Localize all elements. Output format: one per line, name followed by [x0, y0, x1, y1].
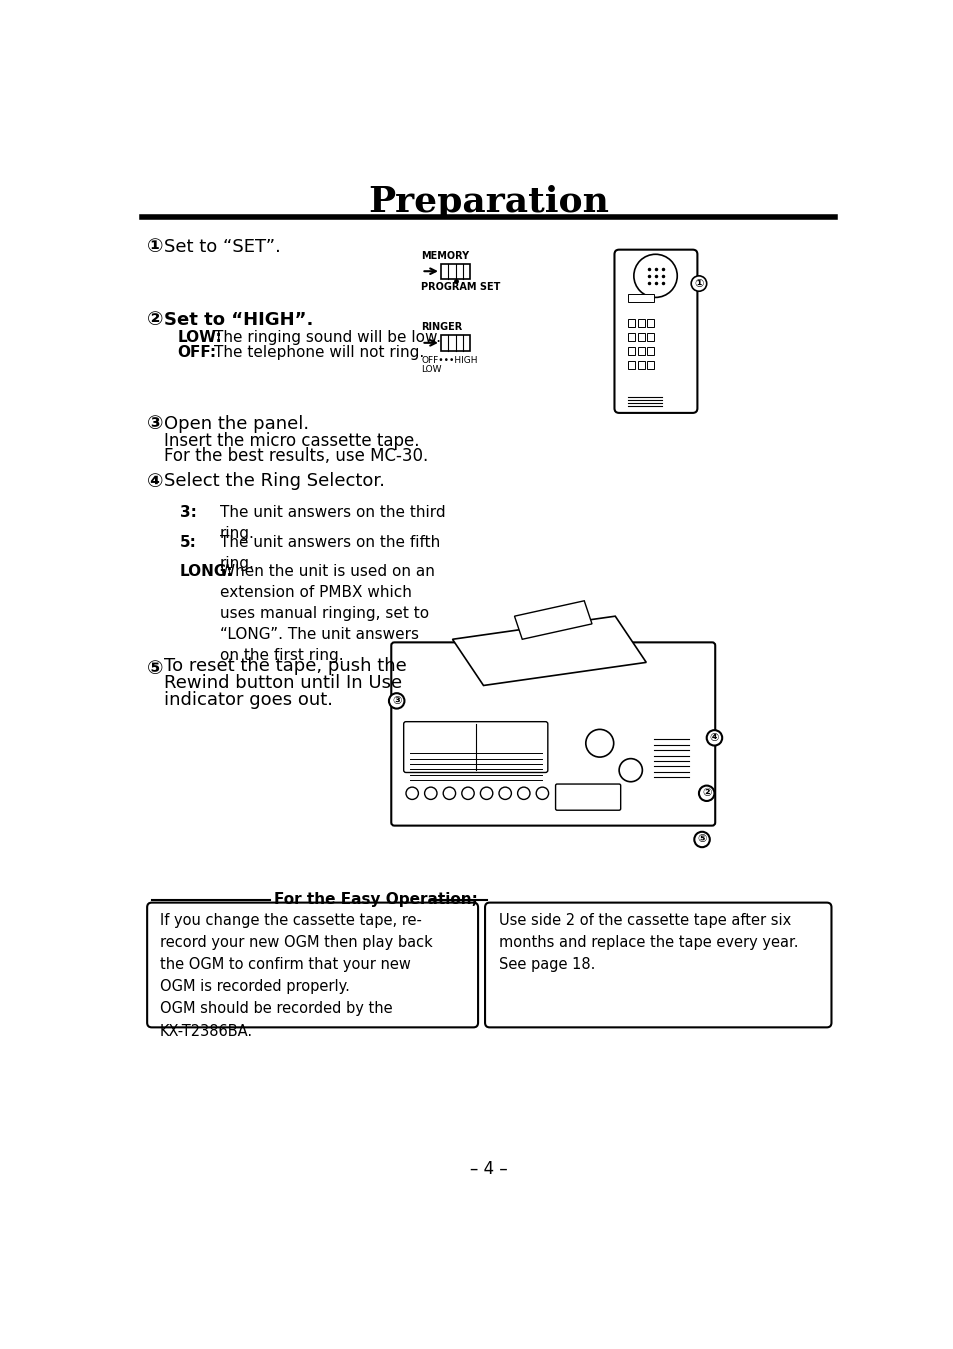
- Text: Preparation: Preparation: [368, 185, 609, 219]
- Text: Select the Ring Selector.: Select the Ring Selector.: [164, 472, 385, 491]
- Text: The unit answers on the third
ring.: The unit answers on the third ring.: [220, 505, 445, 541]
- FancyBboxPatch shape: [403, 722, 547, 773]
- Text: Open the panel.: Open the panel.: [164, 414, 309, 433]
- Circle shape: [498, 786, 511, 800]
- Text: Rewind button until In Use: Rewind button until In Use: [164, 674, 402, 692]
- Text: ②: ②: [147, 310, 164, 329]
- Bar: [637, 347, 644, 355]
- Bar: [646, 360, 654, 370]
- Circle shape: [633, 254, 677, 297]
- Circle shape: [699, 785, 714, 801]
- Bar: [646, 347, 654, 355]
- Circle shape: [406, 786, 418, 800]
- Text: For the best results, use MC-30.: For the best results, use MC-30.: [164, 447, 428, 465]
- Text: Use side 2 of the cassette tape after six
months and replace the tape every year: Use side 2 of the cassette tape after si…: [498, 913, 798, 973]
- Bar: [646, 333, 654, 341]
- Text: RINGER: RINGER: [421, 322, 462, 332]
- Circle shape: [443, 786, 456, 800]
- Text: ③: ③: [147, 414, 164, 433]
- Text: LOW: LOW: [421, 366, 441, 374]
- Text: ⑤: ⑤: [697, 835, 706, 844]
- Text: MEMORY: MEMORY: [421, 251, 469, 260]
- Text: If you change the cassette tape, re-
record your new OGM then play back
the OGM : If you change the cassette tape, re- rec…: [159, 913, 432, 1039]
- Circle shape: [694, 832, 709, 847]
- Text: To reset the tape, push the: To reset the tape, push the: [164, 657, 407, 674]
- Circle shape: [424, 786, 436, 800]
- Text: ①: ①: [694, 278, 703, 289]
- FancyBboxPatch shape: [614, 250, 697, 413]
- Bar: [628, 333, 635, 341]
- Text: ①: ①: [147, 237, 164, 256]
- Text: LONG:: LONG:: [179, 564, 233, 579]
- Bar: [440, 335, 470, 351]
- Bar: [628, 360, 635, 370]
- FancyBboxPatch shape: [555, 784, 620, 811]
- Text: ④: ④: [147, 472, 164, 491]
- Bar: [637, 333, 644, 341]
- Bar: [628, 347, 635, 355]
- Circle shape: [389, 693, 404, 708]
- Circle shape: [536, 786, 548, 800]
- Text: Set to “SET”.: Set to “SET”.: [164, 237, 281, 255]
- Circle shape: [691, 275, 706, 291]
- FancyBboxPatch shape: [391, 642, 715, 826]
- Text: OFF•••HIGH: OFF•••HIGH: [421, 356, 477, 366]
- Text: The ringing sound will be low.: The ringing sound will be low.: [213, 331, 440, 345]
- Circle shape: [480, 786, 493, 800]
- Bar: [628, 294, 654, 302]
- Text: The unit answers on the fifth
ring.: The unit answers on the fifth ring.: [220, 536, 439, 572]
- Text: Set to “HIGH”.: Set to “HIGH”.: [164, 310, 314, 329]
- Bar: [637, 318, 644, 328]
- Text: ④: ④: [709, 733, 719, 743]
- Text: – 4 –: – 4 –: [470, 1160, 507, 1178]
- FancyBboxPatch shape: [147, 902, 477, 1028]
- Text: For the Easy Operation;: For the Easy Operation;: [274, 892, 477, 907]
- Polygon shape: [514, 600, 592, 639]
- Circle shape: [461, 786, 474, 800]
- Text: ②: ②: [701, 788, 711, 799]
- Text: 3:: 3:: [179, 505, 196, 519]
- Text: The telephone will not ring.: The telephone will not ring.: [213, 345, 423, 360]
- Circle shape: [517, 786, 530, 800]
- Text: 5:: 5:: [179, 536, 196, 550]
- Text: indicator goes out.: indicator goes out.: [164, 691, 333, 708]
- Text: OFF:: OFF:: [177, 345, 216, 360]
- Bar: [440, 263, 470, 279]
- Text: PROGRAM SET: PROGRAM SET: [421, 282, 500, 291]
- Circle shape: [706, 730, 721, 746]
- Bar: [637, 360, 644, 370]
- Text: When the unit is used on an
extension of PMBX which
uses manual ringing, set to
: When the unit is used on an extension of…: [220, 564, 435, 662]
- Circle shape: [618, 758, 641, 781]
- Text: Insert the micro cassette tape.: Insert the micro cassette tape.: [164, 432, 419, 449]
- Text: LOW:: LOW:: [177, 331, 222, 345]
- Bar: [646, 318, 654, 328]
- Circle shape: [585, 730, 613, 757]
- FancyBboxPatch shape: [484, 902, 831, 1028]
- Polygon shape: [452, 616, 645, 685]
- Bar: [628, 318, 635, 328]
- Text: ⑤: ⑤: [147, 658, 164, 677]
- Text: ③: ③: [392, 696, 401, 706]
